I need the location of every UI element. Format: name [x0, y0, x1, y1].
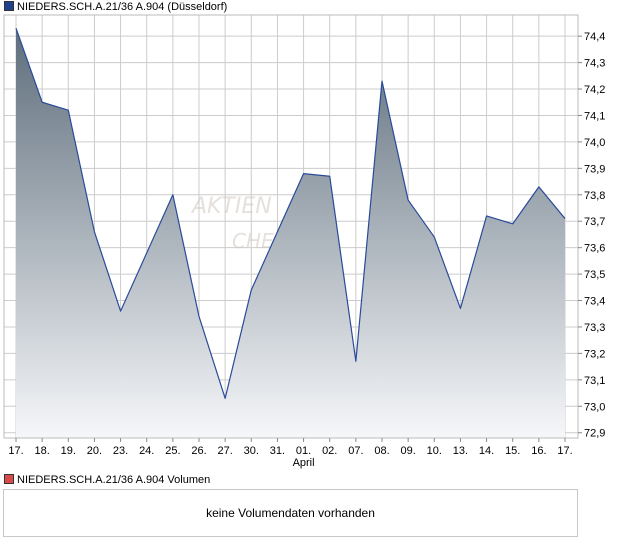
x-tick-label: 24.	[139, 445, 154, 457]
x-axis: 17. 18. 19. 20. 23. 24. 25. 26. 27. 30. 31. 01. 02. 0…	[8, 438, 573, 469]
volume-legend-swatch	[4, 474, 14, 484]
y-tick-label: 73,2	[584, 348, 605, 360]
volume-legend: NIEDERS.SCH.A.21/36 A.904 Volumen	[4, 473, 210, 487]
y-tick-label: 72,9	[584, 428, 605, 440]
x-tick-label: 31.	[270, 445, 285, 457]
x-tick-label: 13.	[453, 445, 468, 457]
x-tick-label: 17.	[557, 445, 572, 457]
price-legend: NIEDERS.SCH.A.21/36 A.904 (Düsseldorf)	[4, 0, 227, 14]
y-tick-label: 74,4	[584, 31, 605, 43]
price-series	[15, 28, 566, 438]
x-tick-label: 16.	[531, 445, 546, 457]
y-tick-label: 73,0	[584, 401, 605, 413]
y-tick-label: 73,8	[584, 190, 605, 202]
plot-frame	[3, 14, 579, 439]
y-tick-label: 74,0	[584, 137, 605, 149]
price-legend-swatch	[4, 1, 14, 11]
volume-panel: keine Volumendaten vorhanden	[3, 489, 578, 537]
volume-empty-message: keine Volumendaten vorhanden	[206, 506, 375, 520]
y-tick-label: 73,7	[584, 216, 605, 228]
price-area-fill	[16, 28, 565, 438]
y-tick-label: 74,1	[584, 110, 605, 122]
y-tick-label: 73,9	[584, 163, 605, 175]
x-tick-label: 23.	[113, 445, 128, 457]
x-tick-label: 10.	[427, 445, 442, 457]
y-tick-label: 74,2	[584, 84, 605, 96]
x-tick-label: 02.	[322, 445, 337, 457]
x-tick-label: 26.	[191, 445, 206, 457]
x-tick-label: 08.	[374, 445, 389, 457]
x-tick-label: 19.	[61, 445, 76, 457]
y-tick-label: 73,4	[584, 296, 605, 308]
x-tick-label: 17.	[8, 445, 23, 457]
y-tick-label: 73,6	[584, 243, 605, 255]
x-tick-label: 30.	[244, 445, 259, 457]
x-tick-label: 14.	[479, 445, 494, 457]
price-legend-label: NIEDERS.SCH.A.21/36 A.904 (Düsseldorf)	[17, 1, 228, 13]
y-axis: 74,4 74,3 74,2 74,1 74,0 73,9 73,8 73,7 73,6 73,5…	[578, 31, 605, 440]
x-tick-label: 27.	[217, 445, 232, 457]
x-tick-label: 09.	[400, 445, 415, 457]
price-line	[15, 28, 566, 399]
x-tick-label: 20.	[87, 445, 102, 457]
x-month-label: April	[293, 457, 315, 469]
x-tick-label: 01.	[296, 445, 311, 457]
y-tick-label: 74,3	[584, 58, 605, 70]
volume-legend-label: NIEDERS.SCH.A.21/36 A.904 Volumen	[17, 474, 211, 486]
x-tick-label: 15.	[505, 445, 520, 457]
y-tick-label: 73,3	[584, 322, 605, 334]
price-chart: AKTIEN CHECK 74,474,374,274,174,073,973,…	[3, 14, 605, 469]
x-tick-label: 07.	[348, 445, 363, 457]
watermark-line-1: AKTIEN	[190, 194, 272, 219]
x-tick-label: 18.	[34, 445, 49, 457]
y-tick-label: 73,5	[584, 269, 605, 281]
x-tick-label: 25.	[165, 445, 180, 457]
y-tick-label: 73,1	[584, 375, 605, 387]
